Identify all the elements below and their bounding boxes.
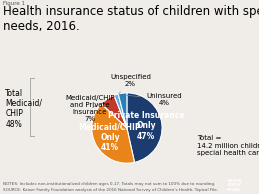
Text: Total
Medicaid/
CHIP
48%: Total Medicaid/ CHIP 48% [5, 88, 42, 129]
Wedge shape [127, 93, 162, 162]
Text: Figure 1: Figure 1 [3, 1, 25, 6]
Text: Health insurance status of children with special health care
needs, 2016.: Health insurance status of children with… [3, 5, 259, 33]
Text: Private Insurance
Only
47%: Private Insurance Only 47% [108, 111, 184, 141]
Wedge shape [114, 94, 127, 128]
Wedge shape [92, 104, 134, 163]
Text: NOTES: Includes non-institutionalized children ages 0-17. Totals may not sum to : NOTES: Includes non-institutionalized ch… [3, 182, 215, 186]
Text: SOURCE: Kaiser Family Foundation analysis of the 2016 National Survey of Childre: SOURCE: Kaiser Family Foundation analysi… [3, 188, 218, 192]
Text: Medicaid/CHIP
Only
41%: Medicaid/CHIP Only 41% [79, 123, 141, 152]
Wedge shape [118, 93, 127, 128]
Wedge shape [102, 95, 127, 128]
Text: Medicaid/CHIP
and Private
Insurance
7%: Medicaid/CHIP and Private Insurance 7% [65, 95, 115, 122]
Text: KAISER
FAMILY
FOUND.: KAISER FAMILY FOUND. [227, 179, 242, 192]
Text: Total =
14.2 million children with
special health care needs: Total = 14.2 million children with speci… [197, 135, 259, 156]
Text: Uninsured
4%: Uninsured 4% [126, 93, 182, 106]
Text: Unspecified
2%: Unspecified 2% [110, 74, 151, 94]
